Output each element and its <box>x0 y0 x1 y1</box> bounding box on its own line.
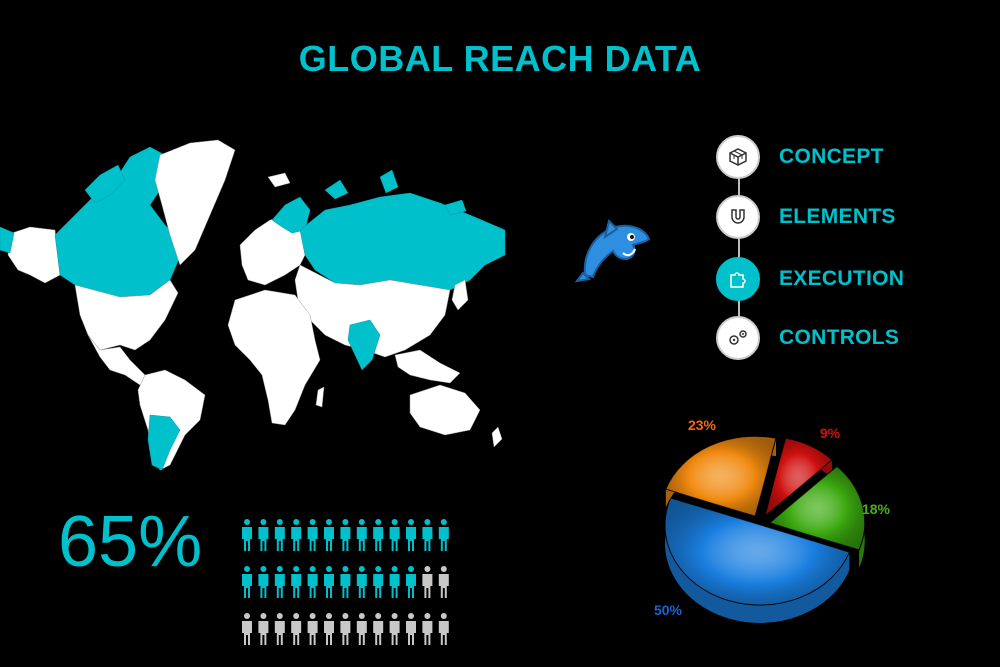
pie-label: 50% <box>654 602 683 618</box>
cube-grid-icon <box>716 135 760 179</box>
map-region-greenland <box>154 139 236 266</box>
person-icon-active <box>340 566 351 598</box>
map-region-new-zealand <box>491 426 503 448</box>
map-region-se-asia <box>394 349 461 384</box>
person-icon-inactive <box>422 613 433 645</box>
person-icon-inactive <box>291 613 302 645</box>
pie-slice-highlight <box>665 436 776 517</box>
dolphin-icon <box>575 219 651 283</box>
person-icon-inactive <box>422 566 433 598</box>
map-region-svalbard <box>324 179 349 200</box>
map-region-india <box>347 319 381 371</box>
person-icon-active <box>242 566 252 598</box>
step-label: CONTROLS <box>779 326 900 349</box>
person-icon-active <box>307 519 318 551</box>
step-elements: ELEMENTS <box>716 195 896 239</box>
pie-chart: 9% 18% 50% 23% <box>654 417 891 623</box>
person-icon-active <box>274 519 285 551</box>
person-icon-active <box>406 519 416 551</box>
big-stat: 65% <box>58 502 203 582</box>
map-region-africa <box>227 289 321 426</box>
pie-slice-highlight <box>764 438 833 517</box>
map-region-madagascar <box>315 386 325 408</box>
pie-label: 23% <box>688 417 717 433</box>
step-controls: CONTROLS <box>716 316 899 360</box>
step-label: EXECUTION <box>779 267 905 290</box>
person-icon-inactive <box>406 613 416 645</box>
person-icon-active <box>307 566 318 598</box>
timeline-line <box>738 160 740 340</box>
person-icon-active <box>438 519 449 551</box>
people-grid <box>242 519 449 645</box>
person-icon-active <box>406 566 416 598</box>
person-icon-active <box>422 519 433 551</box>
person-icon-inactive <box>242 613 252 645</box>
person-icon-active <box>274 566 285 598</box>
person-icon-inactive <box>340 613 351 645</box>
person-icon-inactive <box>373 613 384 645</box>
map-region-japan <box>451 279 469 311</box>
step-label: ELEMENTS <box>779 205 896 228</box>
pie-label: 18% <box>862 501 891 517</box>
person-icon-inactive <box>324 613 334 645</box>
map-region-alaska-west <box>0 226 15 254</box>
page-title: GLOBAL REACH DATA <box>298 38 702 79</box>
step-label: CONCEPT <box>779 145 884 168</box>
map-region-australia <box>409 384 481 436</box>
person-icon-inactive <box>356 613 367 645</box>
map-region-arctic-islands <box>84 164 126 204</box>
person-icon-active <box>373 566 384 598</box>
person-icon-active <box>242 519 252 551</box>
person-icon-active <box>389 519 400 551</box>
world-map <box>0 139 506 471</box>
person-icon-active <box>258 519 269 551</box>
pie-label: 9% <box>820 425 841 441</box>
map-region-scandinavia <box>271 196 311 234</box>
person-icon-active <box>258 566 269 598</box>
person-icon-active <box>340 519 351 551</box>
person-icon-active <box>324 566 334 598</box>
map-region-argentina <box>147 414 181 471</box>
step-execution: EXECUTION <box>716 257 904 301</box>
map-region-iceland <box>267 172 291 188</box>
person-icon-inactive <box>307 613 318 645</box>
person-icon-active <box>324 519 334 551</box>
person-icon-active <box>373 519 384 551</box>
person-icon-inactive <box>258 613 269 645</box>
puzzle-icon <box>716 257 760 301</box>
step-concept: CONCEPT <box>716 135 884 179</box>
pie-slice-highlight <box>665 497 850 605</box>
person-icon-inactive <box>389 613 400 645</box>
map-region-alaska <box>7 226 61 284</box>
person-icon-inactive <box>274 613 285 645</box>
map-region-arctic-east <box>444 199 467 216</box>
person-icon-active <box>356 566 367 598</box>
person-icon-active <box>389 566 400 598</box>
person-icon-inactive <box>438 613 449 645</box>
pie-slice-highlight <box>769 466 865 550</box>
magnet-icon <box>716 195 760 239</box>
person-icon-active <box>356 519 367 551</box>
gears-icon <box>716 316 760 360</box>
map-region-novaya-zemlya <box>379 169 399 194</box>
person-icon-active <box>291 566 302 598</box>
person-icon-active <box>291 519 302 551</box>
person-icon-inactive <box>438 566 449 598</box>
map-region-russia <box>299 192 506 291</box>
